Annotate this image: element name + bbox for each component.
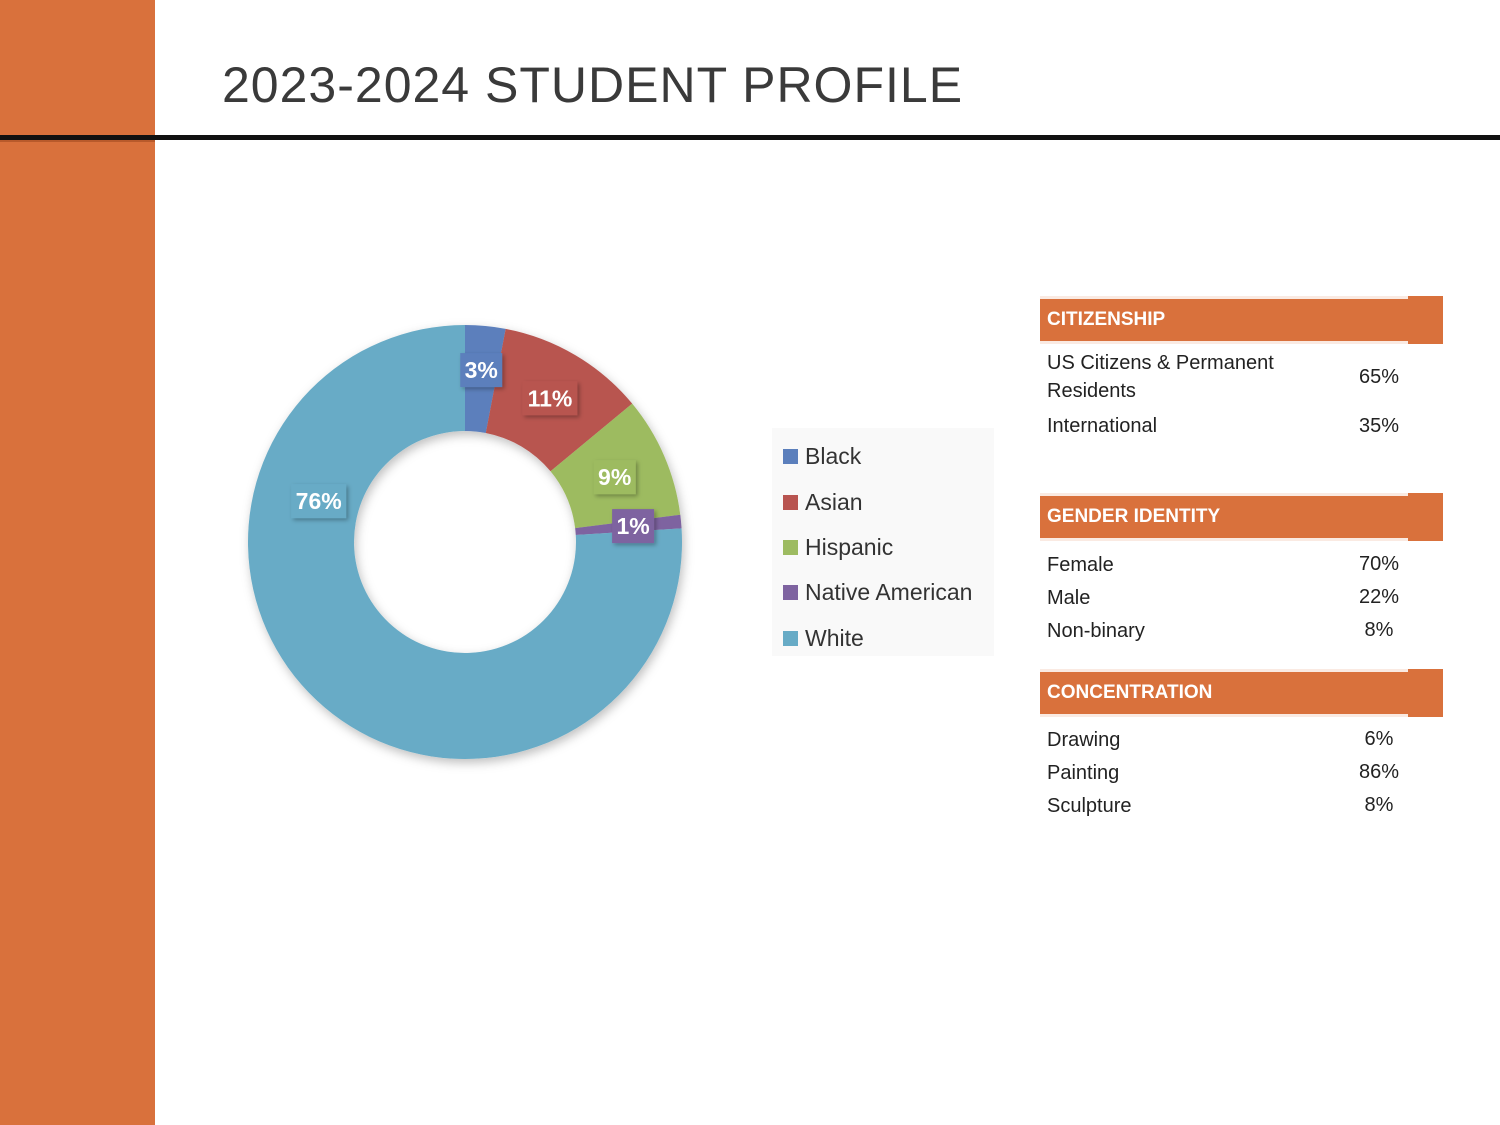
table-row: Sculpture 8% <box>1040 789 1443 822</box>
legend-label: White <box>805 624 864 651</box>
data-label-text: 9% <box>598 464 631 490</box>
table-header: CITIZENSHIP <box>1040 296 1443 344</box>
legend-item-hispanic: Hispanic <box>772 525 994 570</box>
row-value: 8% <box>1364 794 1394 816</box>
table-header: CONCENTRATION <box>1040 669 1443 717</box>
legend-label: Native American <box>805 579 973 606</box>
row-value: 86% <box>1358 761 1400 783</box>
table-row: US Citizens & Permanent Residents 65% <box>1040 349 1443 405</box>
legend-swatch-white <box>783 630 798 646</box>
citizenship-table: CITIZENSHIP US Citizens & Permanent Resi… <box>1040 296 1443 440</box>
sidebar-accent <box>0 0 155 1125</box>
legend-item-white: White <box>772 616 994 661</box>
legend-swatch-asian <box>783 494 798 510</box>
legend-item-native-american: Native American <box>772 570 994 615</box>
sidebar-divider <box>0 140 155 142</box>
legend-item-black: Black <box>772 434 994 479</box>
data-label-text: 3% <box>465 357 498 383</box>
legend-label: Asian <box>805 488 863 515</box>
legend-swatch-black <box>783 449 798 465</box>
legend-swatch-native-american <box>783 585 798 601</box>
ethnicity-donut-chart: 3% 11% 9% 1% 76% <box>247 325 683 759</box>
page-title: 2023-2024 STUDENT PROFILE <box>222 57 964 113</box>
row-value: 65% <box>1358 365 1400 388</box>
legend-item-asian: Asian <box>772 479 994 524</box>
row-label: Male <box>1047 586 1091 609</box>
data-label-text: 1% <box>616 513 649 539</box>
row-label: International <box>1047 415 1158 437</box>
table-row: Non-binary 8% <box>1040 614 1443 647</box>
row-value: 70% <box>1358 553 1400 575</box>
title-divider <box>0 135 1500 140</box>
concentration-table: CONCENTRATION Drawing 6% Painting 86% Sc… <box>1040 669 1443 822</box>
table-header: GENDER IDENTITY <box>1040 493 1443 541</box>
data-label-white: 76% <box>291 484 347 519</box>
legend-swatch-hispanic <box>783 539 798 555</box>
row-value: 22% <box>1358 586 1400 608</box>
row-label: Sculpture <box>1047 794 1132 817</box>
legend-label: Black <box>805 443 862 470</box>
row-value: 6% <box>1364 728 1394 750</box>
chart-legend: Black Asian Hispanic Native American Whi… <box>772 428 994 656</box>
row-label: Painting <box>1047 761 1120 784</box>
donut-slice-white <box>247 325 683 759</box>
row-value: 8% <box>1364 619 1394 641</box>
row-label: Non-binary <box>1047 619 1145 642</box>
table-row: Painting 86% <box>1040 756 1443 789</box>
table-row: Female 70% <box>1040 548 1443 581</box>
data-label-box <box>522 381 578 416</box>
table-row: Male 22% <box>1040 581 1443 614</box>
row-value: 35% <box>1358 414 1400 437</box>
row-label: Drawing <box>1047 728 1121 751</box>
data-label-asian: 11% <box>522 381 578 416</box>
data-label-text: 76% <box>296 488 342 514</box>
table-row: International 35% <box>1040 412 1443 440</box>
data-label-box <box>593 460 636 495</box>
data-label-native-american: 1% <box>612 509 655 544</box>
data-label-box <box>460 353 503 388</box>
data-label-hispanic: 9% <box>593 460 636 495</box>
table-row: Drawing 6% <box>1040 723 1443 756</box>
data-label-text: 11% <box>528 385 573 411</box>
row-label: Female <box>1047 553 1114 576</box>
data-label-box <box>612 509 655 544</box>
gender-identity-table: GENDER IDENTITY Female 70% Male 22% Non-… <box>1040 493 1443 647</box>
row-label: US Citizens & Permanent Residents <box>1047 352 1274 402</box>
data-label-box <box>291 484 347 519</box>
legend-label: Hispanic <box>805 533 894 560</box>
data-label-black: 3% <box>460 353 503 388</box>
